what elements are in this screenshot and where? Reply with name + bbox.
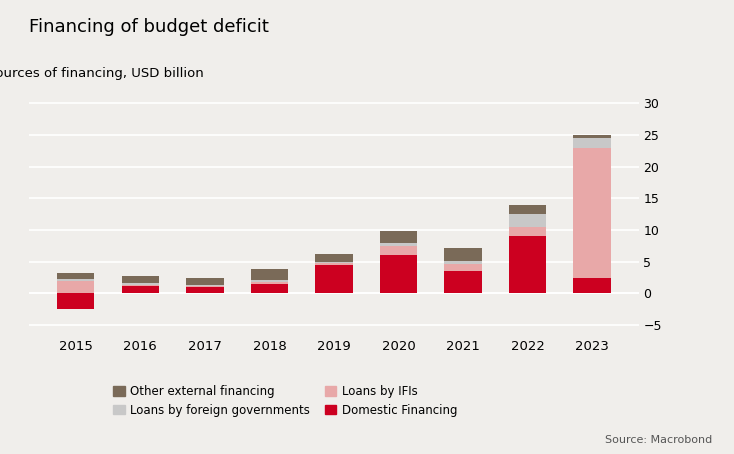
Bar	[315, 254, 353, 262]
Bar	[573, 135, 611, 138]
Bar	[444, 261, 482, 264]
Bar	[444, 271, 482, 293]
Text: Sources of financing, USD billion: Sources of financing, USD billion	[0, 67, 203, 80]
Bar	[186, 278, 224, 285]
Bar	[444, 264, 482, 271]
Bar	[186, 285, 224, 286]
Text: Source: Macrobond: Source: Macrobond	[605, 435, 712, 445]
Bar	[315, 262, 353, 263]
Bar	[57, 279, 95, 281]
Bar	[509, 237, 546, 293]
Bar	[444, 248, 482, 261]
Bar	[251, 269, 288, 280]
Bar	[509, 205, 546, 214]
Bar	[251, 280, 288, 282]
Bar	[57, 293, 95, 309]
Bar	[379, 232, 417, 243]
Bar	[186, 287, 224, 293]
Bar	[122, 285, 159, 286]
Bar	[509, 227, 546, 237]
Bar	[315, 263, 353, 265]
Bar	[251, 282, 288, 284]
Legend: Other external financing, Loans by foreign governments, Loans by IFIs, Domestic : Other external financing, Loans by forei…	[108, 380, 462, 421]
Bar	[573, 138, 611, 148]
Bar	[379, 246, 417, 256]
Bar	[122, 283, 159, 285]
Bar	[315, 265, 353, 293]
Bar	[251, 284, 288, 293]
Bar	[122, 286, 159, 293]
Bar	[379, 256, 417, 293]
Bar	[57, 281, 95, 293]
Bar	[57, 272, 95, 279]
Bar	[186, 286, 224, 287]
Bar	[573, 148, 611, 277]
Bar	[573, 277, 611, 293]
Bar	[509, 214, 546, 227]
Bar	[122, 276, 159, 283]
Text: Financing of budget deficit: Financing of budget deficit	[29, 19, 269, 36]
Bar	[379, 243, 417, 246]
